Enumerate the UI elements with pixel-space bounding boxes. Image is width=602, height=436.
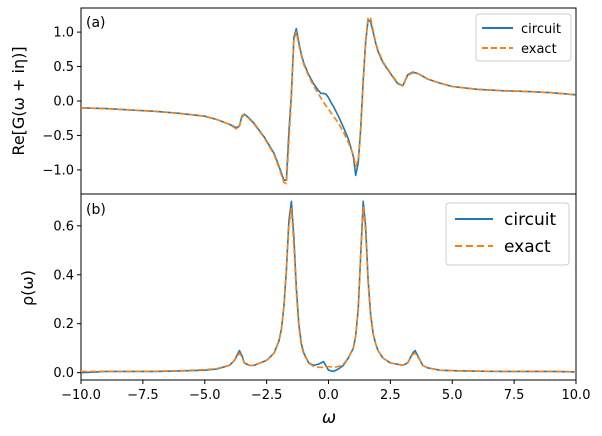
panel-a-legend: circuit exact bbox=[475, 13, 572, 62]
panel-a: −1.0 −0.5 0.0 0.5 1.0 (a) Re[G(ω + iη)] circ… bbox=[9, 7, 577, 198]
panel-a-ytick-label: −0.5 bbox=[42, 129, 74, 144]
x-axis-ticks: −10.0 −7.5 −5.0 −2.5 0.0 2.5 5.0 7.5 10.0 bbox=[61, 388, 590, 403]
series-circuit-line bbox=[81, 200, 576, 374]
legend-b-circuit-label: circuit bbox=[504, 210, 557, 230]
panel-a-ylabel: Re[G(ω + iη)] bbox=[9, 46, 28, 155]
panel-b-ytick-label: 0.6 bbox=[53, 219, 74, 234]
x-axis-label: ω bbox=[322, 408, 336, 428]
panel-b-ytick-label: 0.0 bbox=[53, 366, 74, 381]
x-tick-label: 10.0 bbox=[562, 388, 591, 403]
panel-b-tag: (b) bbox=[86, 202, 106, 218]
legend-a-exact-label: exact bbox=[521, 42, 557, 57]
panel-a-ytick-label: 1.0 bbox=[53, 26, 74, 41]
legend-b-exact-label: exact bbox=[504, 237, 551, 257]
x-tick-label: 5.0 bbox=[442, 388, 463, 403]
x-tick-label: −2.5 bbox=[251, 388, 283, 403]
panel-b-lines bbox=[81, 200, 576, 374]
x-tick-label: −7.5 bbox=[127, 388, 159, 403]
x-tick-label: −10.0 bbox=[61, 388, 101, 403]
panel-b-ytick-label: 0.2 bbox=[53, 317, 74, 332]
panel-b-ticks: 0.0 0.2 0.4 0.6 bbox=[53, 219, 577, 384]
panel-b: 0.0 0.2 0.4 0.6 (b) ρ(ω) circuit exact bbox=[18, 193, 577, 384]
x-tick-label: −5.0 bbox=[189, 388, 221, 403]
panel-a-ytick-label: −1.0 bbox=[42, 163, 74, 178]
panel-b-ylabel: ρ(ω) bbox=[18, 270, 37, 306]
panel-a-lines bbox=[81, 16, 576, 185]
legend-a-circuit-label: circuit bbox=[521, 22, 561, 37]
panel-a-tag: (a) bbox=[86, 15, 106, 31]
x-tick-label: 2.5 bbox=[380, 388, 401, 403]
panel-a-ytick-label: 0.0 bbox=[53, 95, 74, 110]
panel-b-ytick-label: 0.4 bbox=[53, 268, 74, 283]
panel-a-ytick-label: 0.5 bbox=[53, 60, 74, 75]
panel-b-legend: circuit exact bbox=[445, 202, 570, 266]
x-tick-label: 0.0 bbox=[318, 388, 339, 403]
series-exact-line bbox=[81, 205, 576, 373]
legend-a-box bbox=[475, 13, 572, 62]
series-exact-line bbox=[81, 16, 576, 185]
x-tick-label: 7.5 bbox=[504, 388, 525, 403]
